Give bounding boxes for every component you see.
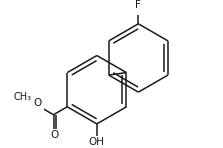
Text: OH: OH bbox=[89, 137, 105, 147]
Text: CH₃: CH₃ bbox=[13, 92, 31, 102]
Text: O: O bbox=[33, 98, 42, 108]
Text: O: O bbox=[51, 130, 59, 140]
Text: F: F bbox=[135, 0, 141, 10]
